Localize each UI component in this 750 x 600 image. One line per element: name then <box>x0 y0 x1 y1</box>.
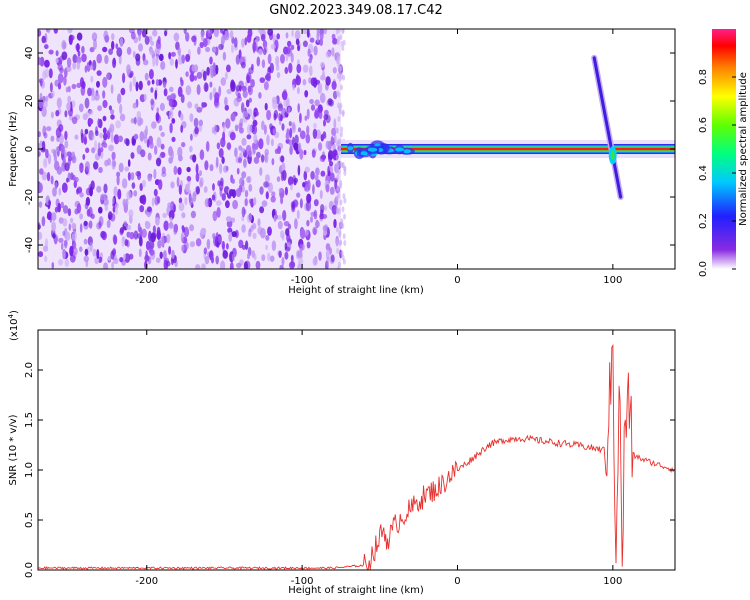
x-tick-label: -100 <box>291 576 314 587</box>
snr-multiplier-open: (x10 <box>9 318 20 341</box>
spectrogram-content <box>38 29 675 269</box>
y-tick-label: 0 <box>24 146 35 152</box>
y-tick-label: -20 <box>24 189 35 205</box>
y-tick-label: 0.0 <box>24 562 35 578</box>
snr-multiplier-exp: 4 <box>7 313 15 318</box>
colorbar-ticks: 0.0 0.2 0.4 0.6 0.8 <box>698 69 736 277</box>
y-tick-label: 40 <box>24 47 35 60</box>
x-tick-label: 100 <box>603 576 622 587</box>
snr-multiplier-close: ) <box>9 310 20 314</box>
y-tick-label: 20 <box>24 95 35 108</box>
snr-content <box>38 343 675 570</box>
spectrogram-y-label: Frequency (Hz) <box>8 111 19 187</box>
snr-y-label: SNR (10 * v/v) <box>8 414 19 485</box>
y-tick-label: 2.0 <box>24 362 35 378</box>
colorbar-tick-label: 0.4 <box>698 165 709 181</box>
colorbar-label: Normalized spectral amplitude <box>738 72 749 226</box>
diagonal-feature <box>591 54 624 200</box>
spectrogram-x-label: Height of straight line (km) <box>288 285 424 296</box>
y-tick-label: 1.5 <box>24 412 35 428</box>
snr-frame <box>37 329 676 571</box>
x-tick-label: -200 <box>135 576 158 587</box>
snr-y-ticks: 0.0 0.5 1.0 1.5 2.0 <box>24 362 675 578</box>
colorbar-gradient <box>712 29 736 269</box>
x-tick-label: 0 <box>454 275 460 286</box>
snr-x-ticks: -200 -100 0 100 <box>135 330 622 587</box>
colorbar-tick-label: 0.2 <box>698 213 709 229</box>
x-tick-label: -200 <box>135 275 158 286</box>
x-tick-label: 100 <box>603 275 622 286</box>
spectrogram-x-ticks: -200 -100 0 100 <box>135 29 622 286</box>
snr-series-line <box>38 343 675 570</box>
y-tick-label: -40 <box>24 237 35 253</box>
ridge <box>340 140 675 160</box>
x-tick-label: -100 <box>291 275 314 286</box>
x-tick-label: 0 <box>454 576 460 587</box>
y-tick-label: 1.0 <box>24 462 35 478</box>
spectrogram-y-ticks: -40 -20 0 20 40 <box>24 47 675 253</box>
colorbar-tick-label: 0.0 <box>698 261 709 277</box>
figure-title: GN02.2023.349.08.17.C42 <box>269 3 443 18</box>
snr-multiplier: (x104) <box>7 310 20 341</box>
colorbar-tick-label: 0.6 <box>698 117 709 133</box>
y-tick-label: 0.5 <box>24 512 35 528</box>
snr-x-label: Height of straight line (km) <box>288 585 424 596</box>
ridge-core <box>340 147 675 151</box>
colorbar: 0.0 0.2 0.4 0.6 0.8 Normalized spectral ampl… <box>698 29 749 277</box>
snr-panel: -200 -100 0 100 0.0 0.5 1.0 1.5 2.0 Height of s… <box>7 310 676 596</box>
colorbar-tick-label: 0.8 <box>698 69 709 85</box>
noise-region <box>38 29 347 269</box>
